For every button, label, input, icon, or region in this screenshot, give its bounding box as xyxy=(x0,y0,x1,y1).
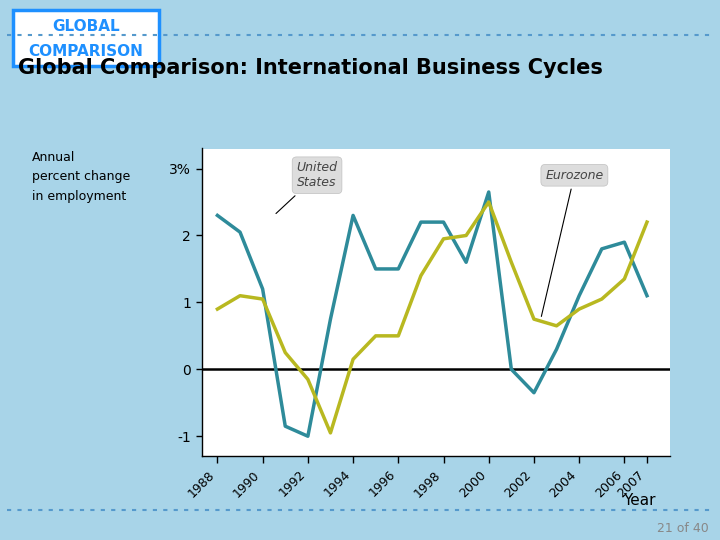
Text: Eurozone: Eurozone xyxy=(541,169,603,316)
Text: 21 of 40: 21 of 40 xyxy=(657,522,709,535)
Text: GLOBAL: GLOBAL xyxy=(53,19,120,35)
Text: percent change: percent change xyxy=(32,170,130,183)
FancyBboxPatch shape xyxy=(13,10,159,66)
Text: COMPARISON: COMPARISON xyxy=(29,44,143,59)
Text: in employment: in employment xyxy=(32,190,127,203)
Text: United
States: United States xyxy=(276,161,338,213)
Text: Year: Year xyxy=(623,492,655,508)
Text: Global Comparison: International Business Cycles: Global Comparison: International Busines… xyxy=(18,58,603,78)
Text: Annual: Annual xyxy=(32,151,76,164)
